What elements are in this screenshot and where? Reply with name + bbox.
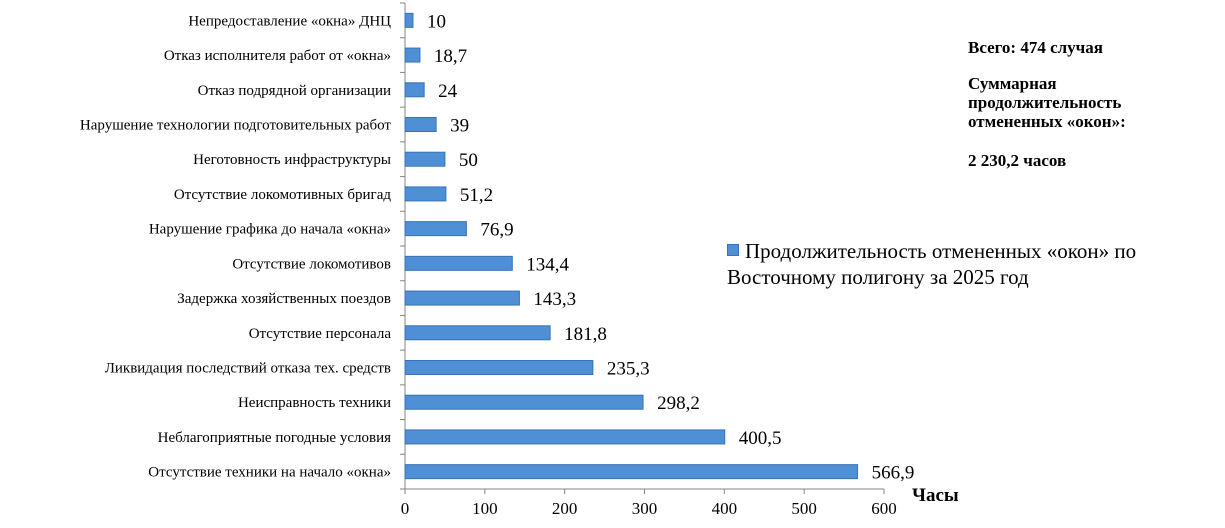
bar: [404, 255, 513, 271]
bar: [404, 12, 414, 28]
data-label: 18,7: [434, 46, 467, 67]
category-label: Отсутствие локомотивов: [232, 256, 391, 272]
legend-swatch: [727, 244, 739, 256]
category-label: Отсутствие техники на начало «окна»: [148, 465, 391, 481]
bar: [404, 82, 425, 98]
x-tick-label: 0: [401, 499, 410, 518]
bar: [404, 394, 644, 410]
x-tick-label: 500: [791, 499, 817, 518]
x-tick-label: 100: [472, 499, 498, 518]
data-label: 400,5: [739, 428, 782, 449]
category-label: Ликвидация последствий отказа тех. средс…: [105, 361, 391, 377]
x-tick-label: 200: [552, 499, 578, 518]
data-label: 181,8: [564, 324, 607, 345]
data-label: 566,9: [872, 463, 915, 484]
x-tick-label: 600: [871, 499, 897, 518]
x-axis-title: Часы: [912, 485, 959, 506]
bar: [404, 360, 594, 375]
data-label: 143,3: [533, 289, 576, 310]
bar: [404, 464, 859, 480]
bar: [404, 47, 421, 63]
category-label: Нарушение технологии подготовительных ра…: [80, 118, 392, 134]
data-label: 235,3: [607, 359, 650, 380]
category-label: Неготовность инфраструктуры: [193, 152, 391, 168]
total-duration-title: Суммарная продолжительность отмененных «…: [968, 74, 1126, 131]
category-label: Отсутствие персонала: [249, 326, 392, 342]
bar: [404, 117, 437, 132]
data-label: 134,4: [526, 254, 569, 275]
total-cases: Всего: 474 случая: [968, 38, 1103, 57]
bar: [404, 151, 446, 167]
bar: [404, 186, 447, 202]
x-tick-label: 400: [712, 499, 738, 518]
total-duration-value: 2 230,2 часов: [968, 151, 1067, 170]
data-label: 10: [427, 11, 446, 32]
category-label: Отсутствие локомотивных бригад: [174, 187, 392, 203]
category-label: Отказ подрядной организации: [198, 83, 391, 99]
legend: Продолжительность отмененных «окон» по В…: [727, 238, 1207, 290]
category-label: Задержка хозяйственных поездов: [177, 291, 391, 307]
data-label: 298,2: [657, 393, 700, 414]
bar: [404, 290, 520, 306]
bar: [404, 429, 726, 445]
bar: [404, 325, 551, 341]
bar: [404, 221, 467, 237]
data-label: 39: [450, 116, 469, 137]
legend-label: Продолжительность отмененных «окон» по В…: [727, 239, 1137, 289]
data-label: 50: [459, 150, 478, 171]
data-label: 51,2: [460, 185, 493, 206]
x-tick-label: 300: [632, 499, 658, 518]
category-label: Отказ исполнителя работ от «окна»: [164, 48, 391, 64]
category-label: Непредоставление «окна» ДНЦ: [188, 13, 391, 29]
category-label: Неисправность техники: [238, 395, 391, 411]
category-label: Неблагоприятные погодные условия: [158, 430, 391, 446]
category-label: Нарушение графика до начала «окна»: [149, 222, 391, 238]
data-label: 76,9: [480, 220, 513, 241]
data-label: 24: [438, 81, 458, 102]
